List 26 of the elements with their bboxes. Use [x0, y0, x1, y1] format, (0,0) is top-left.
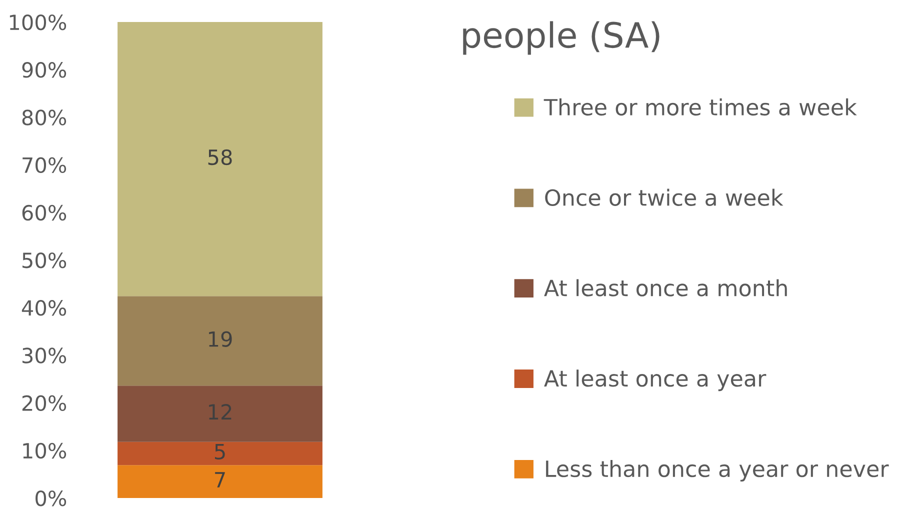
y-tick-label: 100% [10, 14, 66, 30]
bar [118, 465, 322, 498]
y-tick-label: 70% [22, 157, 66, 174]
legend-label: Three or more times a week [544, 98, 857, 116]
y-tick-label: 10% [23, 442, 66, 459]
bar [118, 386, 322, 442]
data-label: 19 [209, 331, 232, 347]
legend-label: At least once a year [544, 370, 766, 392]
text: people (SA) [463, 21, 660, 55]
bar [118, 296, 322, 386]
y-tick-label: 80% [22, 110, 66, 126]
y-tick-label: 20% [22, 395, 66, 412]
legend-label: Less than once a year or never [546, 460, 889, 482]
data-label: 7 [215, 472, 225, 488]
y-tick-label: 90% [22, 62, 66, 78]
legend-label: At least once a month [544, 279, 787, 296]
y-tick-label: 60% [22, 204, 66, 221]
y-tick-label: 50% [22, 252, 66, 268]
data-label: 58 [208, 149, 232, 166]
data-label: 5 [214, 444, 225, 460]
y-tick-label: 40% [22, 300, 66, 316]
data-label: 12 [209, 404, 232, 420]
legend-label: Once or twice a week [545, 188, 784, 206]
y-tick-label: 0% [36, 490, 66, 506]
y-tick-label: 30% [22, 348, 66, 364]
bar [118, 442, 322, 466]
